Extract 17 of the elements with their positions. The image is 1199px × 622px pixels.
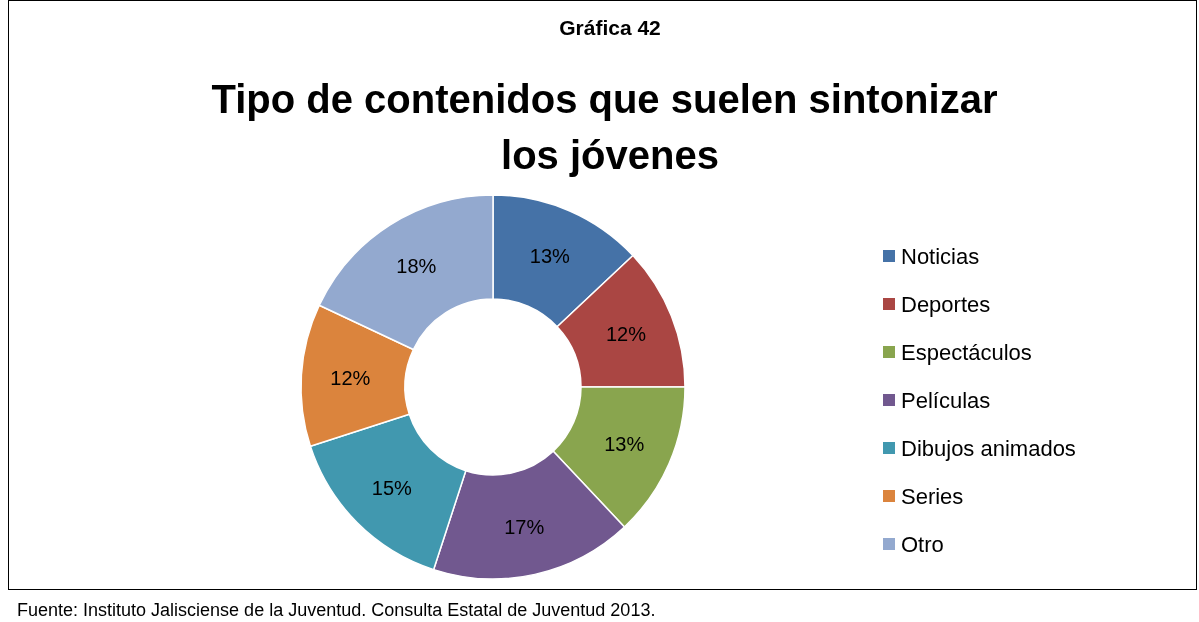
data-label: 13% [604, 432, 645, 455]
legend-label: Espectáculos [901, 339, 1032, 365]
data-label: 15% [371, 477, 413, 500]
legend-label: Noticias [901, 243, 980, 269]
legend-label: Deportes [901, 291, 991, 317]
legend-label: Dibujos animados [901, 435, 1076, 461]
data-label: 13% [529, 244, 571, 267]
chart-subtitle: Gráfica 42 [559, 16, 661, 39]
legend-label: Películas [901, 387, 991, 413]
data-label: 17% [504, 515, 545, 538]
legend-label: Series [901, 483, 964, 509]
legend-label: Otro [901, 531, 944, 557]
data-label: 12% [330, 367, 371, 390]
chart-title: Tipo de contenidos que suelen sintonizar los jóvenes [211, 77, 1009, 177]
source-note: Fuente: Instituto Jalisciense de la Juventud. Consulta Estatal de Juventud 2013. [17, 600, 656, 620]
data-label: 12% [605, 323, 647, 346]
data-label: 18% [396, 255, 437, 278]
